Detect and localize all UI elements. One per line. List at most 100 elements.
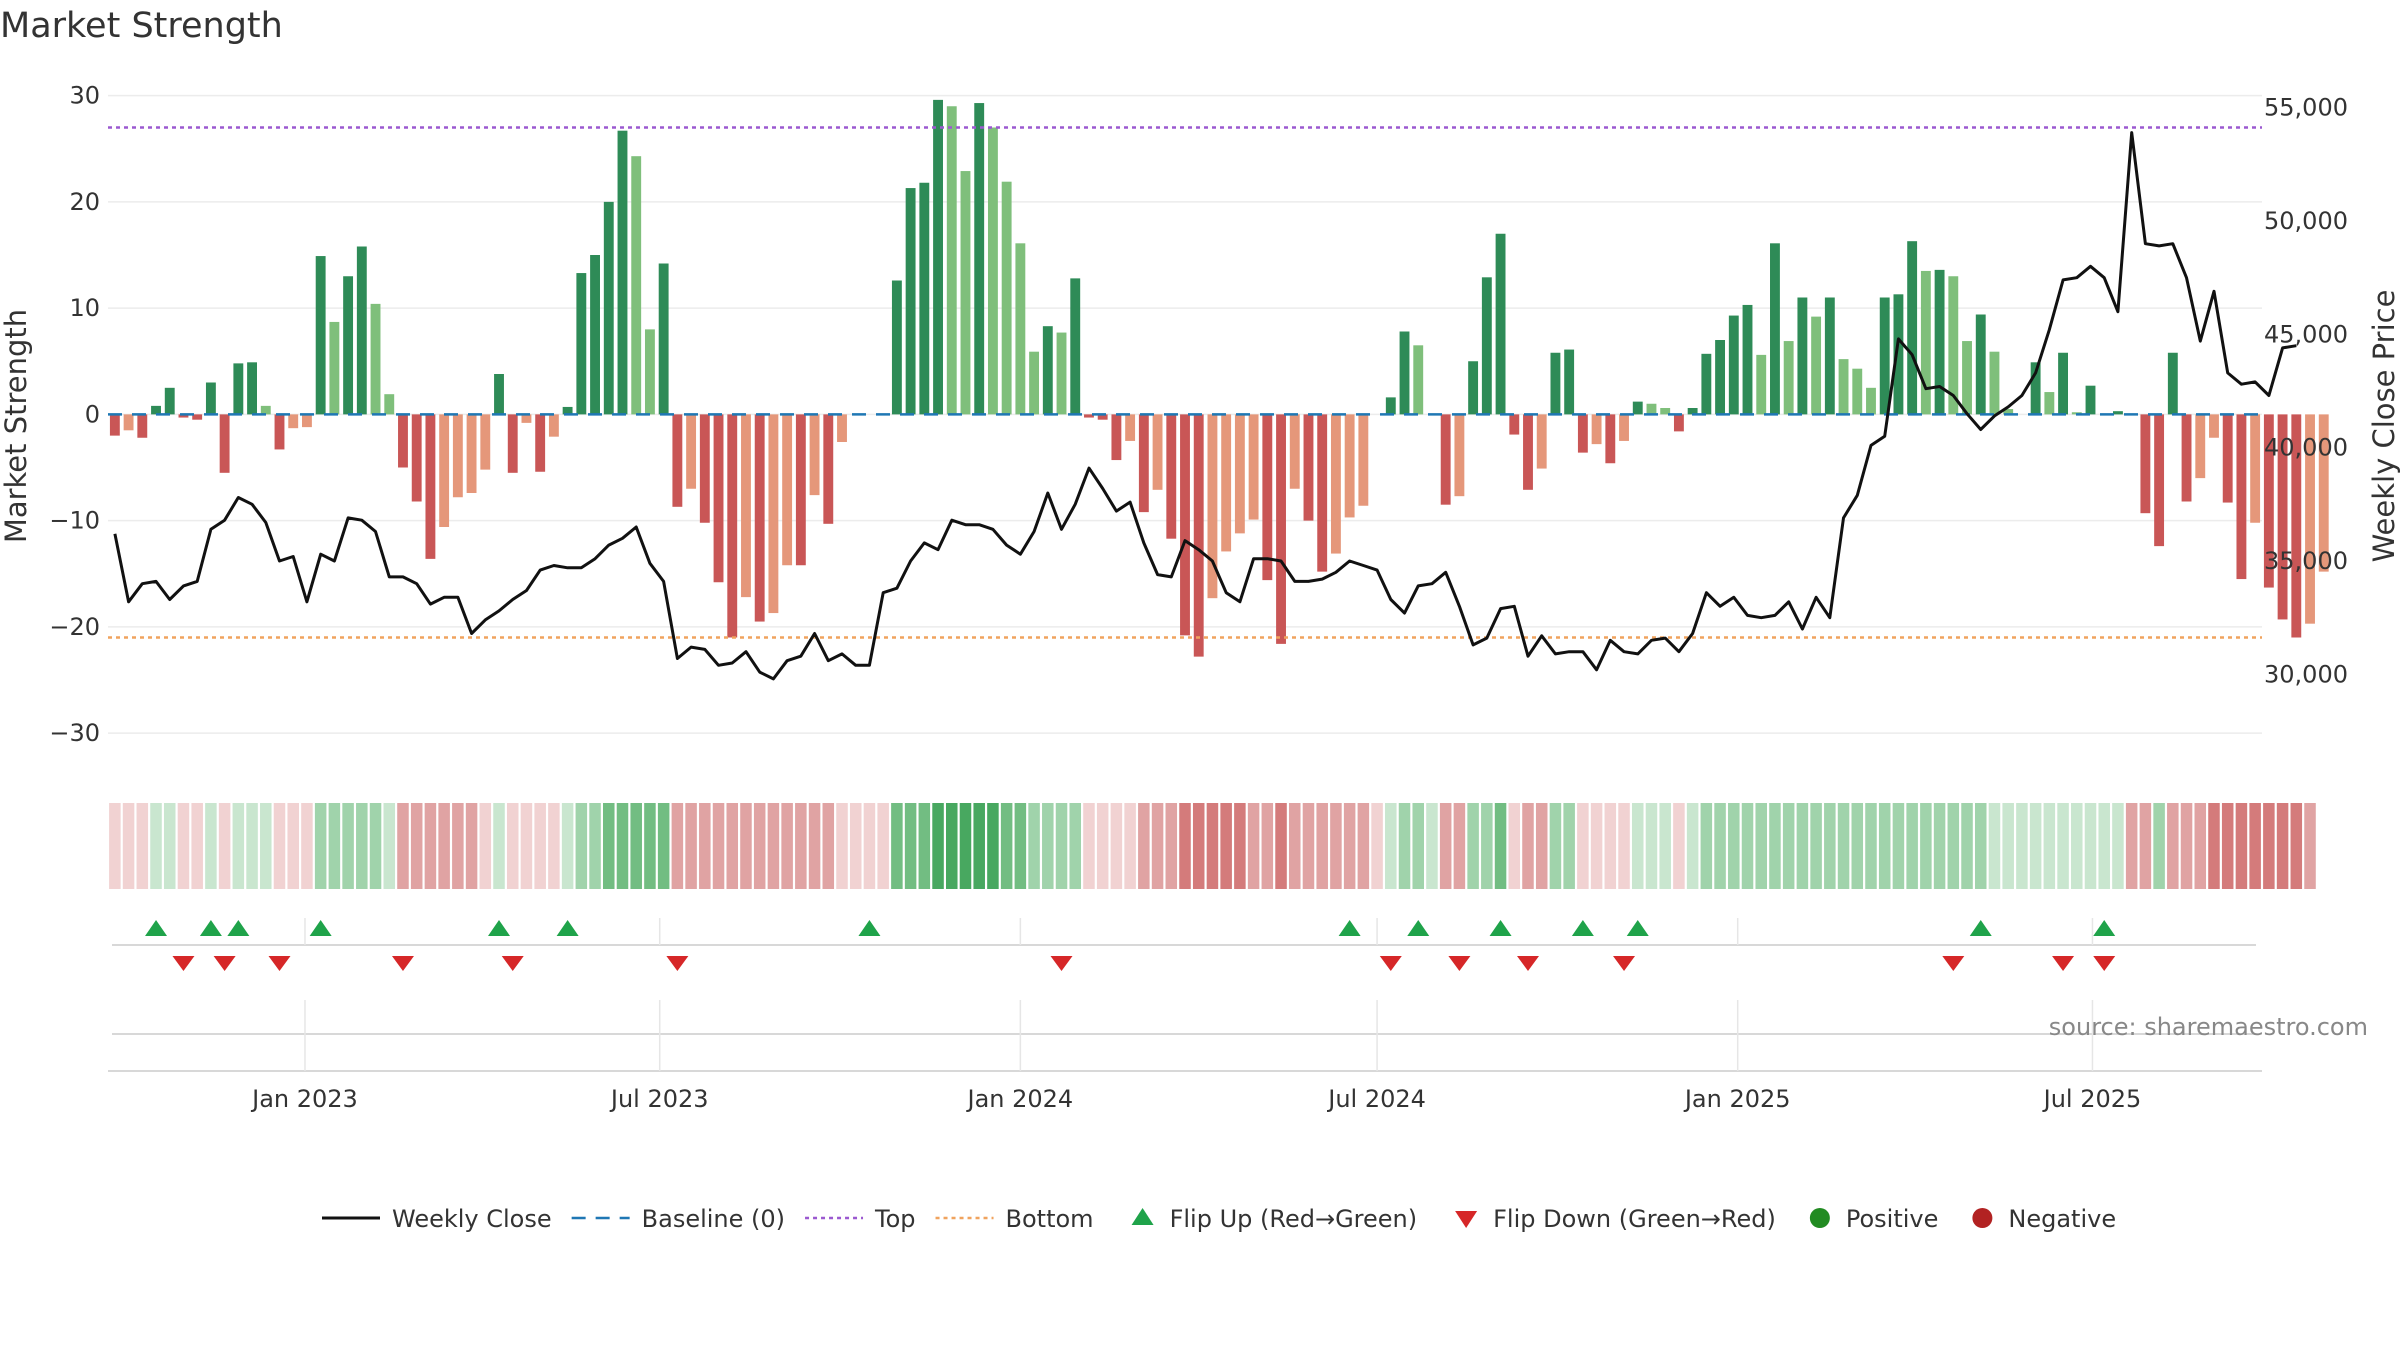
legend-swatch xyxy=(1972,1208,1993,1228)
negative-bar xyxy=(809,414,820,496)
negative-bar xyxy=(548,414,559,437)
positive-bar xyxy=(644,329,655,415)
band-cell xyxy=(1439,803,1452,889)
positive-bar xyxy=(1001,181,1012,415)
band-cell xyxy=(493,803,505,889)
band-cell xyxy=(1961,803,1973,889)
negative-bar xyxy=(535,414,546,472)
band-cell xyxy=(452,803,464,889)
negative-bar xyxy=(754,414,765,622)
negative-bar xyxy=(466,414,477,493)
negative-bar xyxy=(795,414,806,566)
flip-up-marker xyxy=(2093,920,2116,936)
negative-bar xyxy=(452,414,463,498)
band-cell xyxy=(1892,803,1905,889)
band-cell xyxy=(2153,803,2165,889)
positive-bar xyxy=(1495,233,1506,415)
band-cell xyxy=(575,803,588,889)
negative-bar xyxy=(288,414,299,429)
legend-swatch xyxy=(1809,1208,1830,1228)
legend-label: Negative xyxy=(2008,1205,2116,1233)
band-cell xyxy=(1920,803,1932,889)
positive-bar xyxy=(247,362,257,415)
band-cell xyxy=(1288,803,1301,889)
band-cell xyxy=(1138,803,1150,889)
band-cell xyxy=(2125,803,2138,889)
right-tick-label: 55,000 xyxy=(2264,94,2348,122)
legend-label: Positive xyxy=(1846,1205,1939,1233)
band-cell xyxy=(1673,803,1685,889)
band-cell xyxy=(205,803,217,889)
band-cell xyxy=(712,803,725,889)
negative-bar xyxy=(727,414,738,638)
negative-bar xyxy=(1125,414,1136,441)
band-cell xyxy=(946,803,958,889)
positive-bar xyxy=(2167,352,2178,415)
positive-bar xyxy=(1660,408,1671,415)
negative-bar xyxy=(1166,414,1177,539)
negative-bar xyxy=(1330,414,1341,554)
negative-bar xyxy=(192,414,203,420)
flip-up-marker xyxy=(556,920,579,936)
negative-bar xyxy=(1262,414,1273,581)
band-cell xyxy=(1083,803,1095,889)
band-cell xyxy=(1837,803,1850,889)
negative-bar xyxy=(1221,414,1232,552)
left-tick-label: 0 xyxy=(85,400,100,428)
legend: Weekly Close Baseline (0) Top Bottom Flip Up… xyxy=(322,1205,2116,1233)
negative-bar xyxy=(1454,414,1465,497)
weekly-close-series xyxy=(113,131,2297,681)
positive-bar xyxy=(329,321,340,415)
band-cell xyxy=(122,803,135,889)
negative-bar xyxy=(123,414,134,431)
negative-bar xyxy=(507,414,518,473)
flip-up-marker xyxy=(858,920,881,936)
strength-bars xyxy=(109,99,2329,657)
positive-bar xyxy=(151,405,161,415)
negative-bar xyxy=(699,414,710,523)
left-tick-label: −20 xyxy=(49,613,100,641)
band-cell xyxy=(383,803,396,889)
positive-bar xyxy=(960,171,971,415)
band-cell xyxy=(1179,803,1191,889)
negative-bar xyxy=(1234,414,1245,534)
legend-swatch xyxy=(1131,1208,1154,1225)
band-cell xyxy=(218,803,231,889)
band-cell xyxy=(1261,803,1274,889)
band-cell xyxy=(1728,803,1740,889)
positive-bar xyxy=(343,276,354,415)
band-cell xyxy=(1426,803,1438,889)
band-cell xyxy=(1316,803,1328,889)
band-cell xyxy=(2290,803,2303,889)
positive-bar xyxy=(576,273,587,415)
positive-bar xyxy=(2085,385,2096,415)
positive-bar xyxy=(1797,297,1808,415)
positive-bar xyxy=(1042,326,1053,415)
band-cell xyxy=(2180,803,2193,889)
positive-bar xyxy=(1879,297,1890,415)
band-cell xyxy=(1604,803,1617,889)
band-cell xyxy=(1000,803,1013,889)
positive-bar xyxy=(233,363,244,415)
positive-bar xyxy=(891,280,902,415)
band-cell xyxy=(1988,803,2001,889)
negative-bar xyxy=(425,414,436,559)
x-axis: Jan 2023 Jul 2023 Jan 2024 Jul 2024 Jan 2025… xyxy=(108,918,2262,1113)
positive-bar xyxy=(1385,397,1396,415)
band-cell xyxy=(1714,803,1726,889)
legend-label: Baseline (0) xyxy=(642,1205,785,1233)
negative-bar xyxy=(2181,414,2192,502)
band-cell xyxy=(260,803,272,889)
band-cell xyxy=(849,803,862,889)
negative-bar xyxy=(411,414,422,502)
negative-bar xyxy=(1180,414,1190,636)
negative-bar xyxy=(2154,414,2165,547)
band-cell xyxy=(369,803,382,889)
band-cell xyxy=(2221,803,2234,889)
negative-bar xyxy=(521,414,532,423)
negative-bar xyxy=(1591,414,1602,445)
positive-bar xyxy=(1468,361,1479,415)
band-cell xyxy=(177,803,190,889)
band-cell xyxy=(465,803,478,889)
legend-label: Top xyxy=(874,1205,916,1233)
